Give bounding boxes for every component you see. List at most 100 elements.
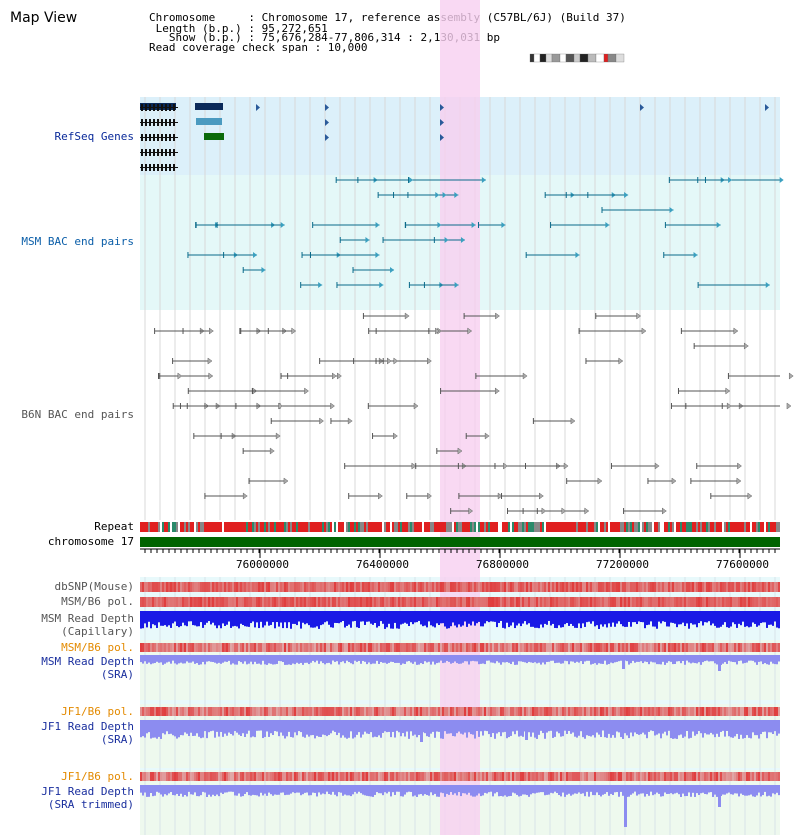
heat-cell xyxy=(310,582,312,592)
track-label-msm-b6-pol-sra[interactable]: MSM/B6 pol. xyxy=(61,641,134,654)
repeat-segment xyxy=(452,522,454,532)
heat-cell xyxy=(386,582,388,592)
heat-cell xyxy=(520,597,522,607)
heat-cell xyxy=(378,597,380,607)
bac-pair-arrow xyxy=(365,237,370,243)
depth-bar xyxy=(720,611,722,627)
depth-bar xyxy=(218,611,220,626)
depth-bar xyxy=(736,655,738,665)
heat-cell xyxy=(224,772,226,781)
depth-bar xyxy=(164,655,166,664)
heat-cell xyxy=(170,582,172,592)
depth-bar xyxy=(532,720,534,733)
track-label-jf1-b6-pol[interactable]: JF1/B6 pol. xyxy=(61,705,134,718)
track-label-msm-depth-capillary[interactable]: MSM Read Depth xyxy=(41,612,134,625)
depth-bar xyxy=(668,655,670,662)
heat-cell xyxy=(324,772,326,781)
heat-cell xyxy=(400,772,402,781)
heat-cell xyxy=(506,772,508,781)
repeat-segment xyxy=(180,522,182,532)
heat-cell xyxy=(530,582,532,592)
track-label-jf1-b6-pol-2[interactable]: JF1/B6 pol. xyxy=(61,770,134,783)
depth-bar xyxy=(168,720,170,735)
heat-cell xyxy=(388,707,390,716)
heat-cell xyxy=(210,707,212,716)
depth-bar xyxy=(572,720,574,733)
depth-bar xyxy=(564,611,566,625)
heat-cell xyxy=(382,582,384,592)
depth-bar xyxy=(566,720,568,734)
bac-pair-arrow xyxy=(253,252,258,258)
depth-bar xyxy=(280,785,282,793)
heat-cell xyxy=(418,582,420,592)
depth-bar xyxy=(596,785,598,793)
depth-bar xyxy=(148,785,150,797)
track-label-refseq[interactable]: RefSeq Genes xyxy=(54,130,134,143)
track-label-msm-bac[interactable]: MSM BAC end pairs xyxy=(21,235,134,248)
repeat-segment xyxy=(538,522,540,532)
depth-bar xyxy=(572,611,574,626)
track-label-b6n-bac[interactable]: B6N BAC end pairs xyxy=(21,408,134,421)
heat-cell xyxy=(256,582,258,592)
depth-bar xyxy=(716,720,718,734)
heat-cell xyxy=(762,707,764,716)
heat-cell xyxy=(176,643,178,652)
heat-cell xyxy=(254,643,256,652)
depth-bar xyxy=(756,611,758,627)
repeat-segment xyxy=(454,522,456,532)
heat-cell xyxy=(332,707,334,716)
heat-cell xyxy=(544,597,546,607)
heat-cell xyxy=(274,643,276,652)
heat-cell xyxy=(710,707,712,716)
heat-cell xyxy=(414,582,416,592)
depth-bar xyxy=(542,720,544,734)
depth-bar xyxy=(308,720,310,737)
depth-bar xyxy=(234,655,236,665)
depth-bar xyxy=(354,785,356,792)
depth-bar xyxy=(392,785,394,793)
depth-bar xyxy=(568,611,570,626)
heat-cell xyxy=(218,643,220,652)
heat-cell xyxy=(288,582,290,592)
heat-cell xyxy=(142,707,144,716)
depth-bar xyxy=(644,611,646,629)
depth-bar xyxy=(440,655,442,661)
heat-cell xyxy=(282,582,284,592)
repeat-segment xyxy=(184,522,186,532)
ideogram-band xyxy=(595,53,605,63)
track-label-jf1-depth-trimmed[interactable]: JF1 Read Depth xyxy=(41,785,134,798)
depth-bar xyxy=(576,720,578,738)
depth-bar xyxy=(452,785,454,795)
heat-cell xyxy=(616,707,618,716)
heat-cell xyxy=(360,772,362,781)
heat-cell xyxy=(630,772,632,781)
depth-bar xyxy=(234,720,236,732)
heat-cell xyxy=(212,597,214,607)
track-label-repeat[interactable]: Repeat xyxy=(94,520,134,533)
heat-cell xyxy=(368,643,370,652)
track-label-msm-b6-pol[interactable]: MSM/B6 pol. xyxy=(61,595,134,608)
heat-cell xyxy=(220,772,222,781)
bac-pair-arrow xyxy=(481,177,486,183)
depth-bar xyxy=(244,611,246,627)
depth-bar xyxy=(154,785,156,796)
depth-bar xyxy=(436,611,438,624)
track-label-jf1-depth-sra[interactable]: JF1 Read Depth xyxy=(41,720,134,733)
track-label-dbsnp[interactable]: dbSNP(Mouse) xyxy=(54,580,134,593)
heat-cell xyxy=(268,772,270,781)
depth-bar xyxy=(404,720,406,737)
track-label-msm-depth-sra[interactable]: MSM Read Depth xyxy=(41,655,134,668)
heat-cell xyxy=(246,772,248,781)
depth-bar xyxy=(582,655,584,665)
depth-bar xyxy=(630,655,632,664)
depth-bar xyxy=(386,720,388,733)
depth-bar xyxy=(728,611,730,628)
heat-cell xyxy=(526,643,528,652)
heat-cell xyxy=(464,643,466,652)
depth-bar xyxy=(222,785,224,794)
heat-cell xyxy=(192,597,194,607)
repeat-segment xyxy=(698,522,700,532)
depth-bar xyxy=(640,785,642,794)
depth-bar xyxy=(410,655,412,663)
